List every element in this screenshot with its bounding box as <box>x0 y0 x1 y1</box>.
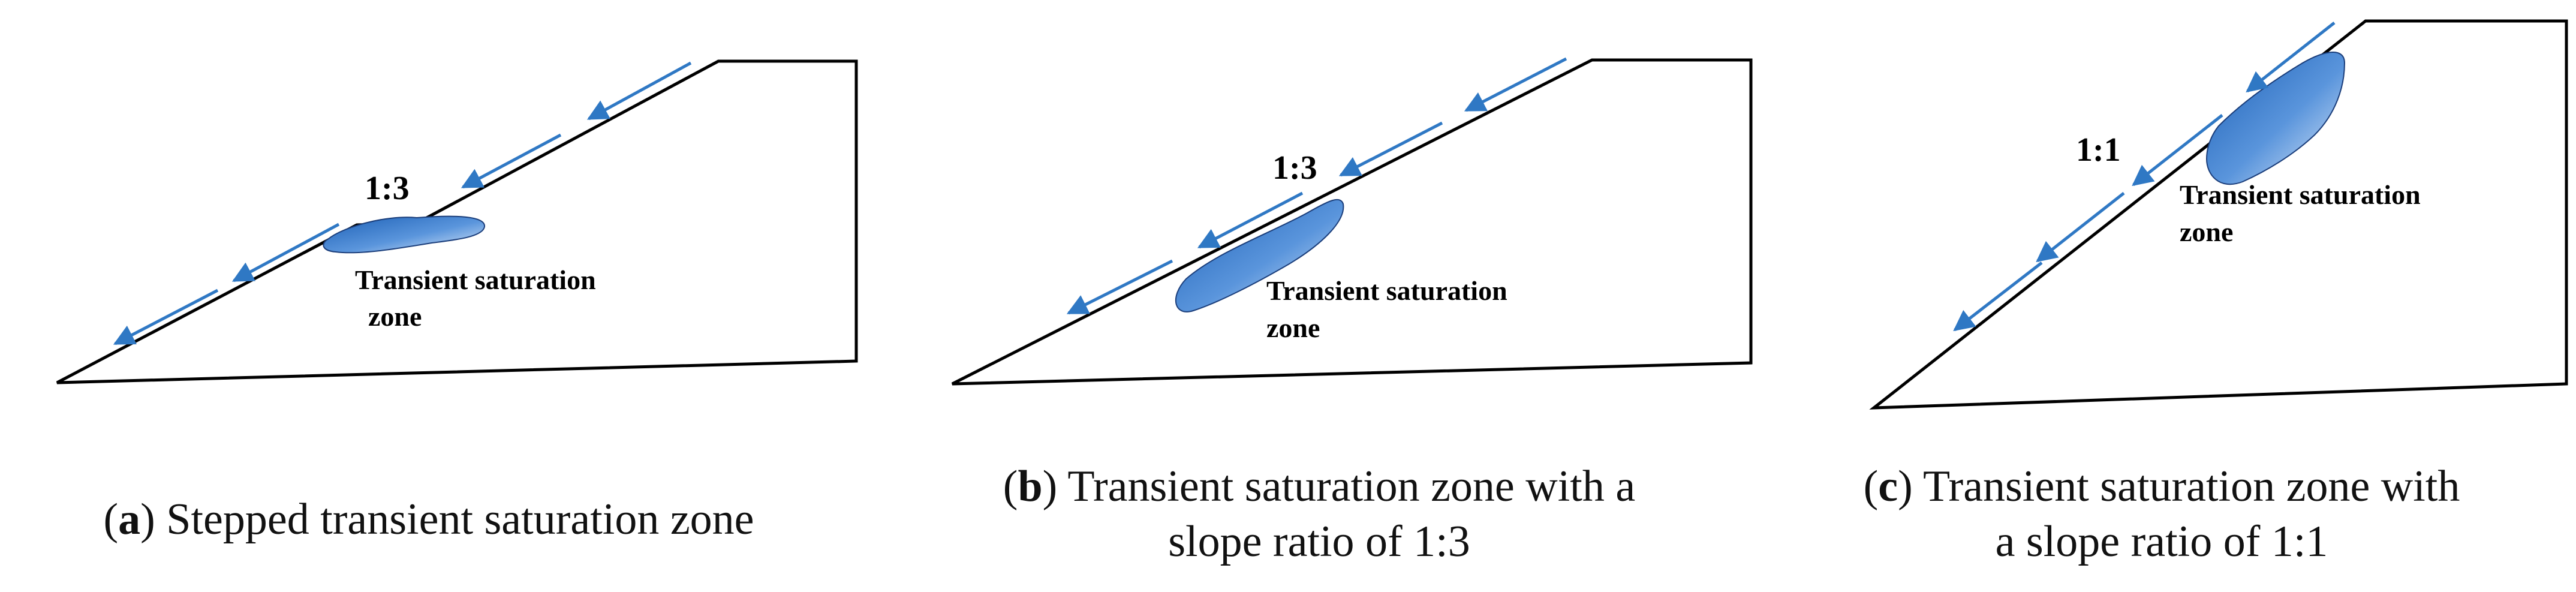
zone-label-a-line2: zone <box>368 301 422 332</box>
panel-a: 1:3 Transient saturation zone <box>56 59 858 384</box>
caption-c-text-line1: Transient saturation zone with <box>1922 462 2460 511</box>
zone-label-c-line2: zone <box>2180 217 2233 247</box>
saturation-zone-c <box>2205 52 2346 185</box>
zone-label-b-line2: zone <box>1266 312 1320 343</box>
flow-arrow-b4 <box>1066 259 1173 315</box>
panel-b: 1:3 Transient saturation zone <box>951 57 1753 386</box>
saturation-zone-a <box>323 215 486 254</box>
zone-label-a-line1: Transient saturation <box>355 265 596 295</box>
zone-label-b-line1: Transient saturation <box>1266 275 1507 306</box>
caption-b-text-line2: slope ratio of 1:3 <box>1168 517 1470 566</box>
caption-a: (a) Stepped transient saturation zone <box>103 495 754 544</box>
flow-arrow-c2 <box>2132 114 2223 187</box>
zone-label-c-line1: Transient saturation <box>2180 179 2421 210</box>
ratio-label-b: 1:3 <box>1272 149 1317 187</box>
flow-arrow-c4 <box>1953 262 2043 332</box>
caption-b: (b) Transient saturation zone with a slo… <box>1003 462 1636 566</box>
flow-arrow-b2 <box>1338 121 1443 177</box>
flow-arrow-b1 <box>1464 57 1567 112</box>
panel-c: 1:1 Transient saturation zone <box>1869 19 2568 410</box>
caption-c-text-line2: a slope ratio of 1:1 <box>1995 517 2328 566</box>
slope-outline-c <box>1869 19 2568 410</box>
flow-arrow-a2 <box>461 133 562 189</box>
flow-arrow-c1 <box>2246 22 2336 93</box>
flow-arrow-b3 <box>1197 191 1304 249</box>
flow-arrow-a3 <box>231 223 340 283</box>
ratio-label-a: 1:3 <box>365 170 410 207</box>
flow-arrow-c3 <box>2036 192 2125 263</box>
caption-c-letter: c <box>1878 462 1898 511</box>
caption-a-letter: a <box>118 495 141 544</box>
flow-arrow-a1 <box>586 61 692 121</box>
caption-b-letter: b <box>1018 462 1043 511</box>
ratio-label-c: 1:1 <box>2076 131 2121 169</box>
caption-a-text: Stepped transient saturation zone <box>166 495 754 544</box>
slope-outline-b <box>951 58 1753 386</box>
caption-c: (c) Transient saturation zone with a slo… <box>1863 462 2460 566</box>
saturation-zone-b <box>1175 199 1344 312</box>
flow-arrow-a4 <box>113 289 219 345</box>
caption-b-text-line1: Transient saturation zone with a <box>1067 462 1636 511</box>
